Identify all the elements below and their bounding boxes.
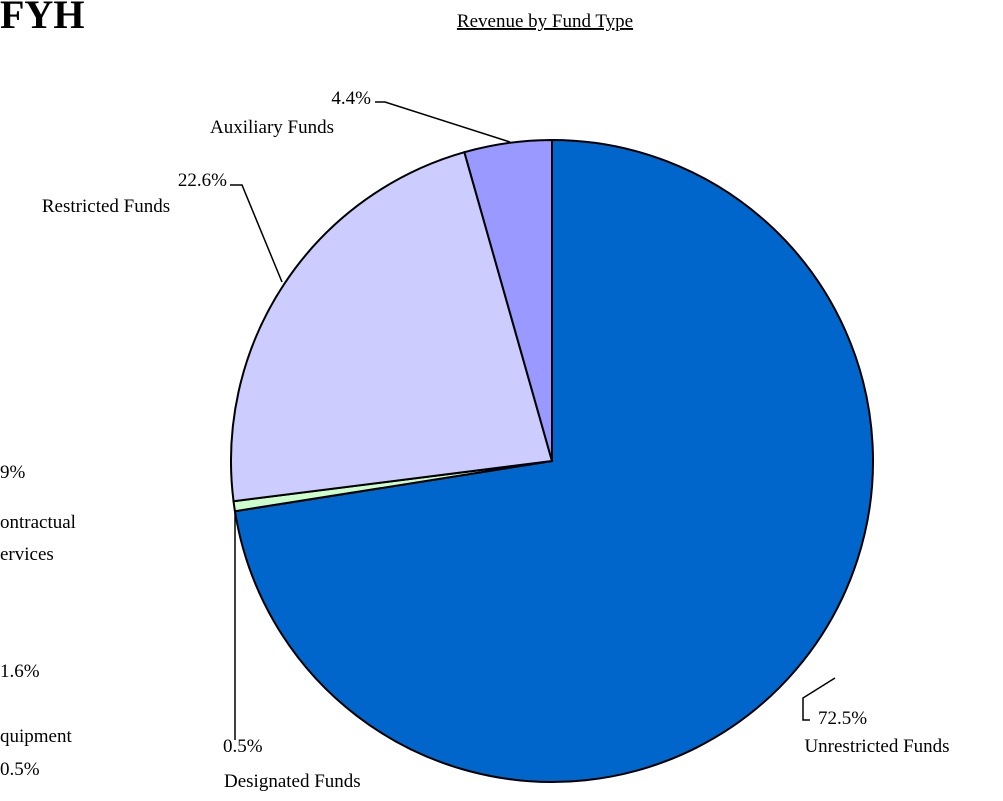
slice-label-auxiliary: Auxiliary Funds	[210, 117, 334, 138]
pie-slices	[230, 138, 874, 783]
left-fragment-3: ervices	[0, 544, 54, 565]
slice-label-unrestricted: Unrestricted Funds	[804, 736, 949, 757]
slice-value-designated: 0.5%	[223, 736, 263, 757]
left-fragment-4: 1.6%	[0, 661, 40, 682]
left-fragment-6: 0.5%	[0, 759, 40, 780]
slice-value-auxiliary: 4.4%	[331, 88, 371, 109]
chart-title: Revenue by Fund Type	[457, 11, 633, 32]
pie-slice-auxiliary-funds	[463, 138, 553, 462]
pie-slice-unrestricted-funds	[233, 138, 874, 783]
left-fragment-5: quipment	[0, 726, 72, 747]
pie-slice-restricted-funds	[230, 150, 554, 503]
leader-line-restricted	[230, 184, 283, 283]
slice-label-restricted: Restricted Funds	[42, 196, 170, 217]
heading-fragment: FYH	[0, 0, 84, 37]
left-fragment-2: ontractual	[0, 512, 76, 533]
left-fragment-1: 9%	[0, 462, 26, 483]
leader-line-auxiliary	[375, 101, 511, 143]
slice-value-unrestricted: 72.5%	[818, 708, 867, 729]
slice-label-designated: Designated Funds	[224, 771, 361, 792]
leader-line-unrestricted	[802, 677, 836, 721]
slice-value-restricted: 22.6%	[178, 170, 227, 191]
